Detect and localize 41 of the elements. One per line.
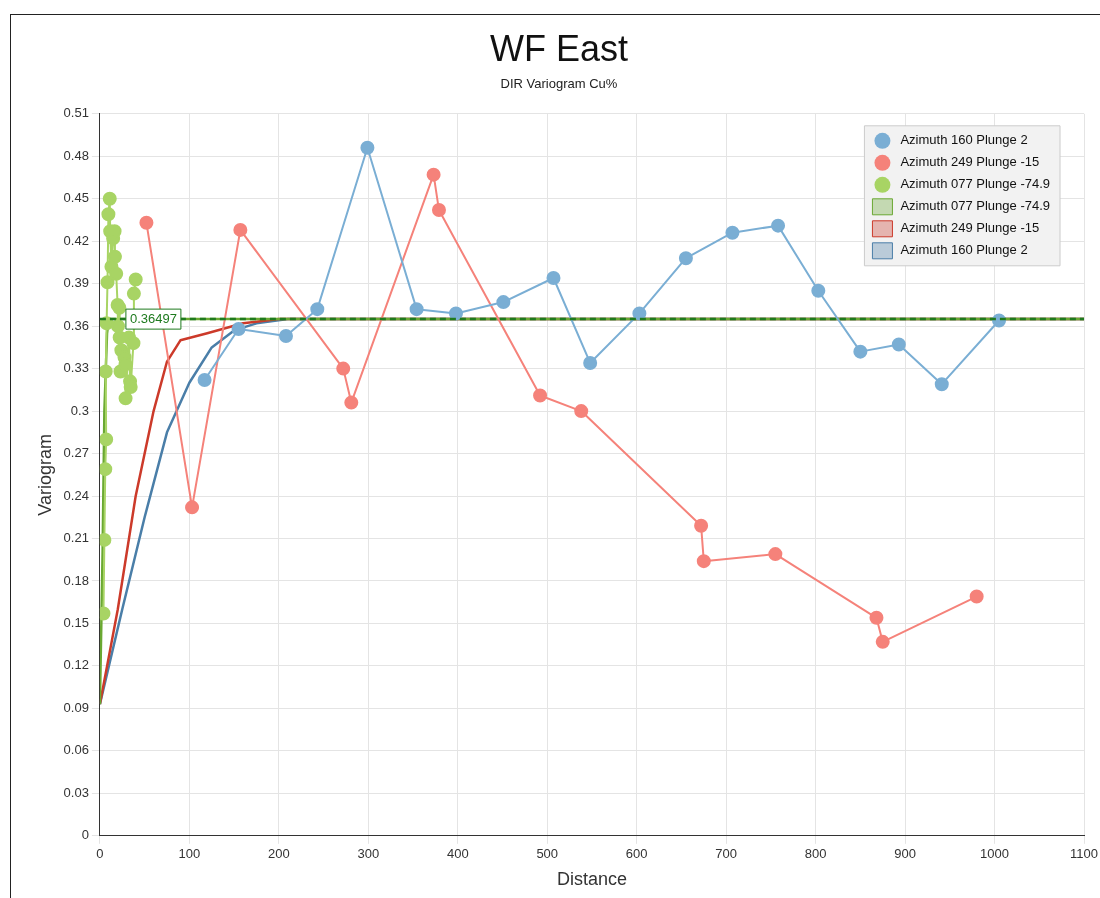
y-tick-label: 0.18	[63, 572, 89, 588]
y-tick-label: 0.24	[63, 487, 89, 503]
x-tick-label: 100	[178, 846, 201, 862]
x-tick-label: 500	[536, 846, 559, 862]
x-axis-title: Distance	[556, 869, 627, 890]
x-tick-label: 700	[715, 846, 738, 862]
y-tick-label: 0.03	[63, 784, 89, 800]
y-tick-label: 0.51	[63, 105, 89, 121]
y-tick-label: 0.15	[63, 615, 89, 631]
x-tick-label: 300	[357, 846, 380, 862]
y-tick-label: 0.27	[63, 445, 89, 461]
x-tick-label: 400	[446, 846, 469, 862]
legend-label: Azimuth 160 Plunge 2	[900, 242, 1028, 258]
y-tick-label: 0.3	[70, 402, 89, 418]
x-tick-label: 200	[267, 846, 290, 862]
legend-label: Azimuth 077 Plunge -74.9	[900, 198, 1051, 214]
chart-subtitle: DIR Variogram Cu%	[500, 75, 618, 91]
y-tick-label: 0	[81, 827, 89, 843]
y-tick-label: 0.21	[63, 530, 89, 546]
y-tick-label: 0.09	[63, 699, 89, 715]
y-tick-label: 0.33	[63, 360, 89, 376]
chart-title: WF East	[489, 27, 629, 69]
y-tick-label: 0.48	[63, 147, 89, 163]
x-tick-label: 600	[625, 846, 648, 862]
legend-label: Azimuth 160 Plunge 2	[900, 132, 1028, 148]
x-tick-label: 800	[804, 846, 827, 862]
ref-line-label: 0.36497	[129, 310, 177, 326]
legend-label: Azimuth 077 Plunge -74.9	[900, 176, 1051, 192]
legend-label: Azimuth 249 Plunge -15	[900, 220, 1040, 236]
legend-label: Azimuth 249 Plunge -15	[900, 154, 1040, 170]
y-axis-title: Variogram	[34, 433, 55, 516]
y-tick-label: 0.39	[63, 275, 89, 291]
y-tick-label: 0.36	[63, 317, 89, 333]
y-tick-label: 0.06	[63, 742, 89, 758]
y-tick-label: 0.45	[63, 190, 89, 206]
x-tick-label: 900	[894, 846, 916, 862]
x-tick-label: 1000	[980, 846, 1010, 862]
x-tick-label: 0	[96, 846, 104, 862]
y-tick-label: 0.42	[63, 232, 89, 248]
y-tick-label: 0.12	[63, 657, 89, 673]
x-tick-label: 1100	[1070, 846, 1099, 862]
